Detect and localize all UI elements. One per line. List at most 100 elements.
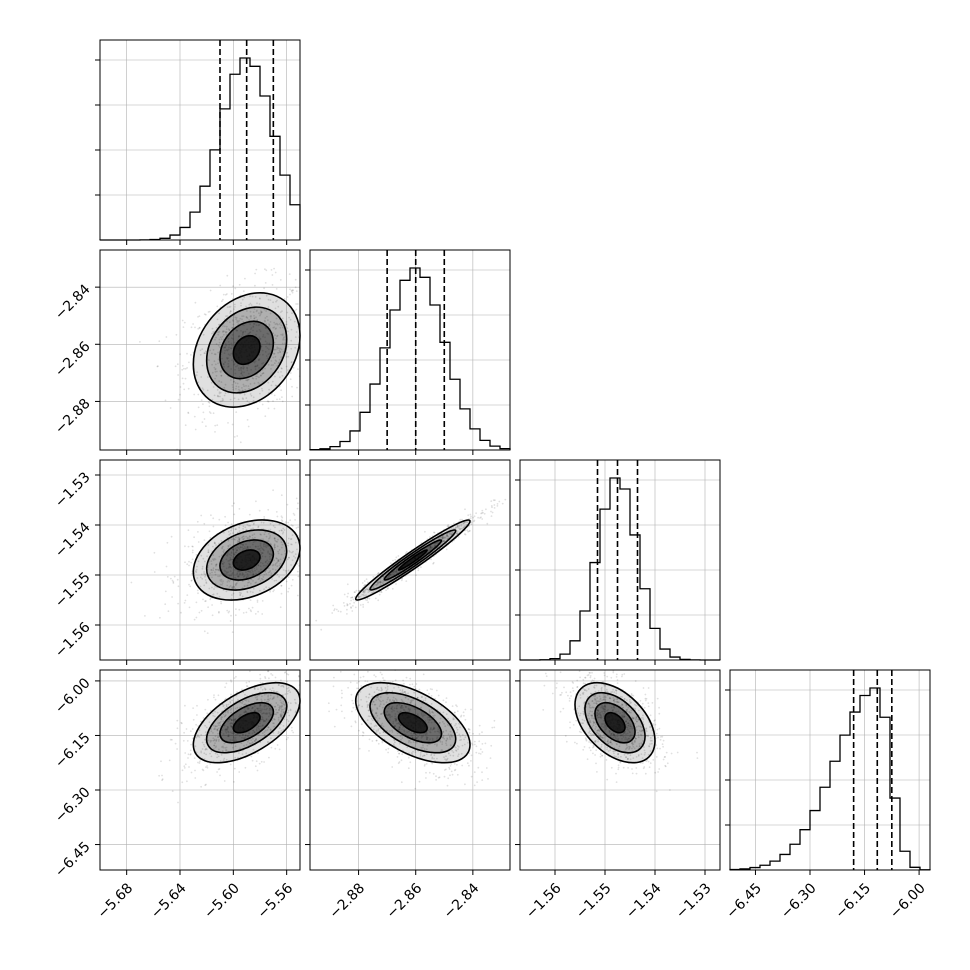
sample-point (199, 585, 202, 588)
sample-point (211, 604, 214, 606)
sample-point (160, 760, 162, 763)
sample-point (263, 542, 265, 545)
sample-point (479, 748, 482, 751)
sample-point (240, 330, 242, 332)
sample-point (259, 589, 261, 592)
sample-point (496, 503, 499, 505)
sample-point (285, 356, 288, 358)
sample-point (282, 527, 285, 530)
sample-point (358, 729, 360, 732)
sample-point (266, 347, 269, 349)
sample-point (256, 365, 259, 367)
sample-point (171, 790, 174, 792)
sample-point (272, 400, 274, 402)
sample-point (213, 542, 216, 545)
sample-point (212, 386, 215, 388)
sample-point (445, 768, 447, 771)
sample-point (273, 321, 276, 324)
sample-point (270, 368, 272, 370)
sample-point (218, 611, 220, 614)
sample-point (464, 783, 466, 786)
sample-point (225, 331, 228, 333)
sample-point (275, 579, 278, 582)
sample-point (276, 744, 279, 746)
sample-point (234, 382, 237, 384)
sample-point (176, 727, 179, 730)
sample-point (270, 572, 273, 575)
sample-point (491, 726, 494, 729)
sample-point (281, 532, 284, 535)
sample-point (244, 766, 247, 769)
sample-point (249, 599, 252, 601)
sample-point (272, 489, 274, 492)
sample-point (273, 543, 276, 546)
sample-point (270, 673, 272, 675)
sample-point (278, 349, 281, 351)
sample-point (215, 563, 218, 566)
sample-point (259, 392, 261, 395)
sample-point (189, 585, 192, 588)
sample-point (287, 542, 290, 545)
sample-point (249, 383, 252, 385)
sample-point (255, 572, 257, 575)
sample-point (442, 699, 445, 702)
sample-point (466, 762, 469, 765)
sample-point (218, 542, 220, 545)
sample-point (248, 680, 251, 683)
sample-point (221, 583, 223, 586)
sample-point (182, 739, 185, 742)
sample-point (242, 544, 245, 546)
sample-point (208, 530, 211, 533)
sample-point (293, 514, 296, 516)
sample-point (242, 365, 245, 367)
sample-point (221, 400, 224, 402)
sample-point (232, 587, 234, 590)
sample-point (252, 396, 255, 399)
sample-point (231, 585, 234, 588)
sample-point (241, 374, 244, 377)
sample-point (491, 506, 493, 509)
sample-point (283, 298, 286, 300)
sample-point (258, 509, 261, 512)
sample-point (203, 313, 206, 316)
sample-point (276, 347, 279, 350)
sample-point (278, 323, 281, 325)
sample-point (286, 680, 288, 683)
sample-point (225, 571, 228, 573)
sample-point (371, 740, 374, 742)
sample-point (267, 298, 270, 301)
sample-point (231, 505, 234, 507)
sample-point (268, 553, 271, 556)
sample-point (231, 631, 234, 633)
sample-point (246, 367, 249, 370)
sample-point (214, 370, 217, 373)
sample-point (453, 763, 456, 765)
sample-point (249, 310, 252, 313)
sample-point (260, 311, 263, 314)
sample-point (196, 589, 199, 592)
sample-point (340, 704, 343, 707)
sample-point (284, 671, 287, 673)
sample-point (239, 594, 242, 596)
sample-point (354, 721, 357, 724)
sample-point (191, 549, 194, 552)
sample-point (234, 576, 237, 579)
sample-point (255, 324, 258, 326)
sample-point (218, 610, 220, 613)
sample-point (236, 364, 239, 367)
sample-point (387, 747, 390, 750)
sample-point (267, 545, 269, 547)
sample-point (291, 578, 294, 581)
sample-point (236, 541, 239, 544)
sample-point (218, 575, 221, 578)
sample-point (286, 558, 289, 561)
sample-point (454, 711, 456, 714)
sample-point (264, 336, 266, 339)
sample-point (220, 602, 223, 605)
sample-point (223, 394, 226, 397)
sample-point (223, 780, 226, 782)
sample-point (275, 360, 278, 363)
sample-point (350, 599, 352, 602)
sample-point (246, 590, 249, 593)
